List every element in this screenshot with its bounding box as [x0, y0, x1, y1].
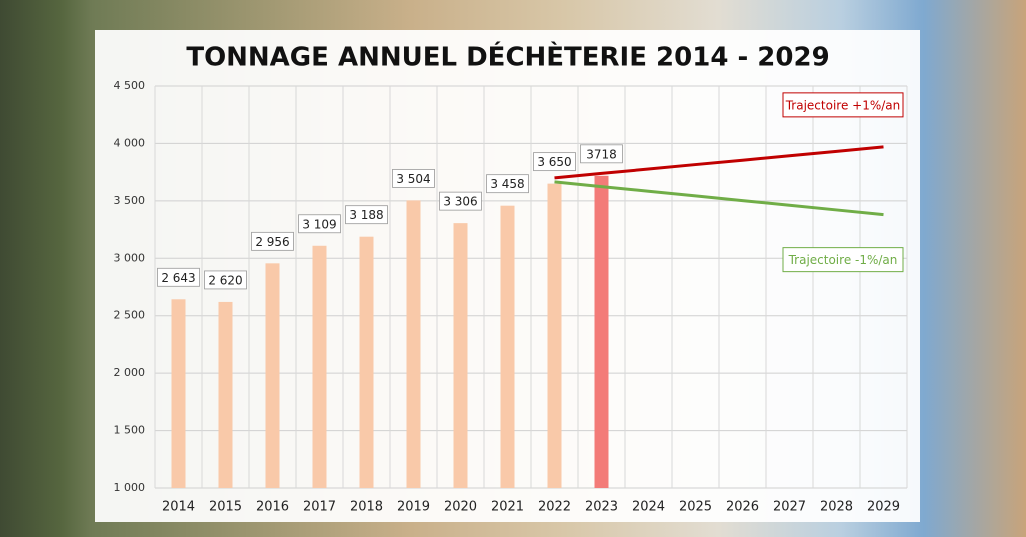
bar	[219, 302, 233, 488]
y-tick-label: 1 000	[114, 481, 146, 494]
x-tick-label: 2021	[491, 500, 524, 515]
x-tick-label: 2026	[726, 500, 759, 515]
x-tick-label: 2019	[397, 500, 430, 515]
bar	[172, 299, 186, 488]
bar	[501, 206, 515, 488]
y-tick-label: 3 500	[114, 194, 146, 207]
legend-label: Trajectoire -1%/an	[788, 253, 898, 267]
value-label: 3 306	[443, 195, 477, 209]
y-tick-label: 4 000	[114, 136, 146, 149]
x-tick-label: 2015	[209, 500, 242, 515]
value-label: 3718	[586, 147, 617, 161]
y-tick-label: 4 500	[114, 79, 146, 92]
chart: TONNAGE ANNUEL DÉCHÈTERIE 2014 - 2029 1 …	[0, 0, 1026, 537]
bar	[548, 184, 562, 488]
x-tick-label: 2027	[773, 500, 806, 515]
bar	[595, 176, 609, 488]
bar	[454, 223, 468, 488]
y-tick-label: 2 500	[114, 309, 146, 322]
x-tick-label: 2025	[679, 500, 712, 515]
value-label: 2 620	[208, 273, 242, 287]
bar	[266, 263, 280, 488]
value-label: 3 109	[302, 217, 336, 231]
x-tick-label: 2024	[632, 500, 665, 515]
bar	[313, 246, 327, 488]
y-tick-label: 1 500	[114, 424, 146, 437]
value-label: 3 504	[396, 172, 430, 186]
value-label: 3 650	[537, 155, 571, 169]
x-tick-label: 2020	[444, 500, 477, 515]
y-tick-label: 2 000	[114, 366, 146, 379]
y-tick-label: 3 000	[114, 251, 146, 264]
x-tick-label: 2017	[303, 500, 336, 515]
value-label: 3 458	[490, 177, 524, 191]
bar	[360, 237, 374, 488]
x-tick-label: 2018	[350, 500, 383, 515]
x-tick-label: 2029	[867, 500, 900, 515]
x-tick-label: 2022	[538, 500, 571, 515]
x-tick-label: 2016	[256, 500, 289, 515]
chart-title: TONNAGE ANNUEL DÉCHÈTERIE 2014 - 2029	[186, 41, 829, 73]
x-tick-label: 2014	[162, 500, 195, 515]
bar	[407, 200, 421, 488]
x-tick-label: 2023	[585, 500, 618, 515]
legend-label: Trajectoire +1%/an	[785, 98, 901, 112]
value-label: 3 188	[349, 208, 383, 222]
x-tick-label: 2028	[820, 500, 853, 515]
value-label: 2 956	[255, 235, 289, 249]
value-label: 2 643	[161, 271, 195, 285]
